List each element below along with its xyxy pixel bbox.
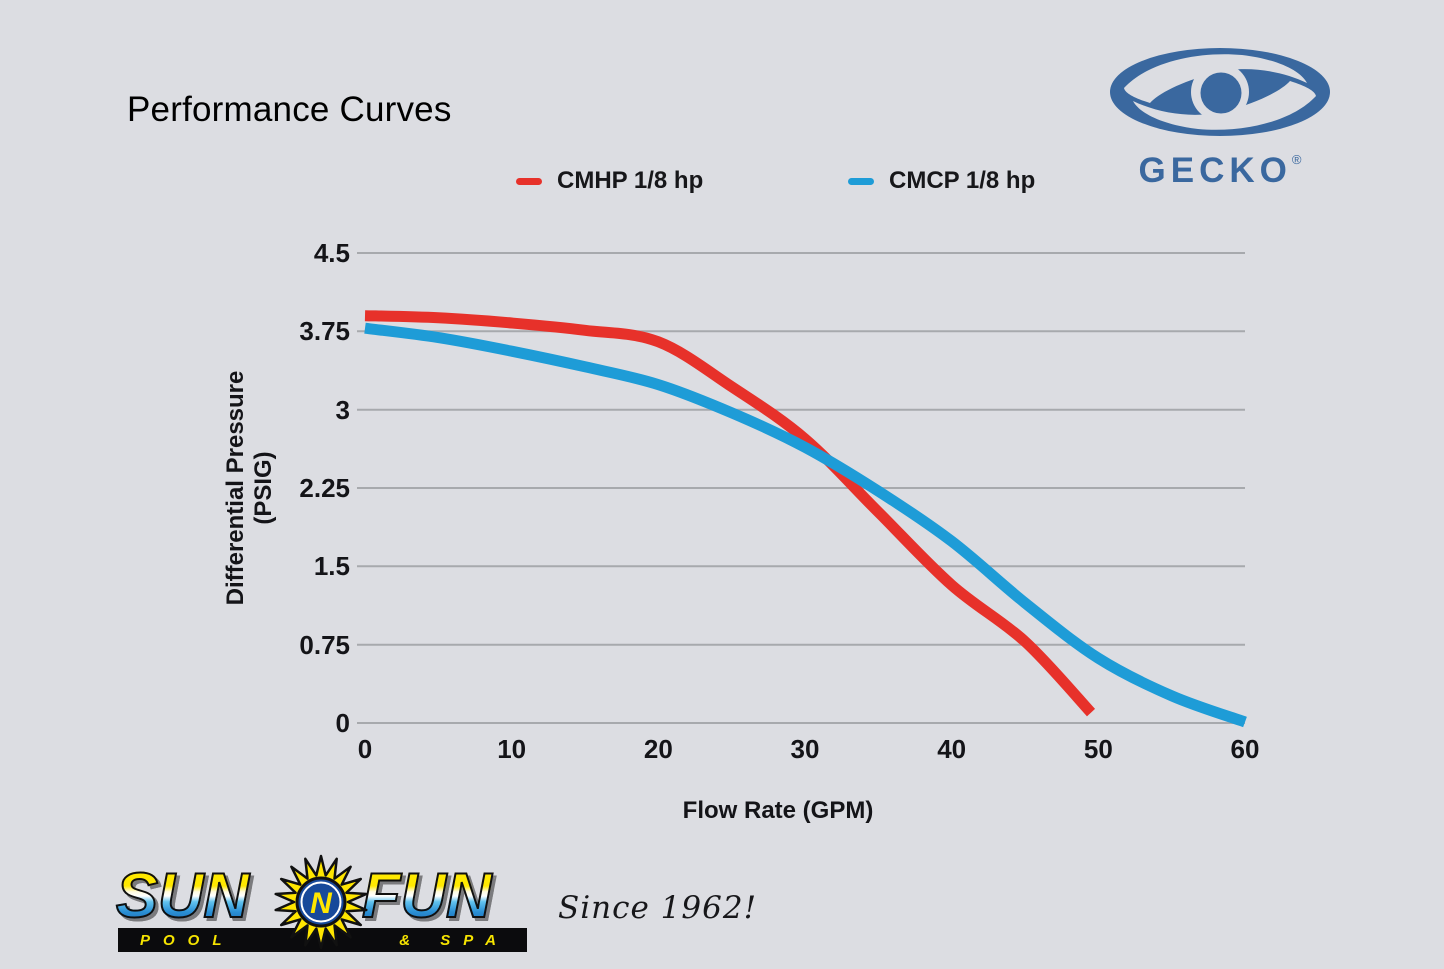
- y-tick-label-3.75: 3.75: [299, 316, 350, 347]
- x-tick-label-50: 50: [1083, 734, 1113, 764]
- registered-mark: ®: [1291, 152, 1302, 167]
- x-tick-label-60: 60: [1230, 734, 1260, 764]
- pool-label: POOL: [140, 931, 235, 949]
- x-tick-label-10: 10: [497, 734, 527, 764]
- sun-word: SUN: [115, 860, 250, 932]
- y-tick-label-3: 3: [335, 394, 350, 425]
- y-tick-label-2.25: 2.25: [299, 473, 350, 503]
- legend-label-cmhp: CMHP 1/8 hp: [557, 167, 704, 194]
- sunburst-icon: N: [274, 854, 368, 950]
- x-axis-title: Flow Rate (GPM): [682, 797, 874, 824]
- y-tick-label-4.5: 4.5: [313, 238, 350, 268]
- gecko-logo: GECKO®: [1108, 44, 1332, 191]
- curve-cmhp-1-8-hp: [364, 310, 1096, 717]
- pool-spa-bar: POOL & SPA: [118, 928, 527, 952]
- page-title: Performance Curves: [127, 90, 452, 129]
- sun-n-fun-logo: POOL & SPA SUN FUN N: [115, 854, 530, 958]
- legend-item-cmcp: CMCP 1/8 hp: [848, 163, 1035, 199]
- x-tick-label-30: 30: [790, 734, 820, 764]
- since-tagline: Since 1962!: [558, 890, 758, 926]
- y-axis-title: Differential Pressure (PSIG): [222, 370, 277, 606]
- legend-swatch-cmcp: [848, 177, 874, 185]
- curve-cmcp-1-8-hp: [364, 322, 1247, 728]
- y-tick-label-0.75: 0.75: [299, 629, 350, 660]
- y-tick-label-1.5: 1.5: [313, 551, 350, 582]
- sun-n-letter: N: [310, 887, 333, 920]
- legend-label-cmcp: CMCP 1/8 hp: [889, 167, 1036, 194]
- spa-label: & SPA: [399, 931, 509, 949]
- legend-swatch-cmhp: [516, 177, 542, 185]
- gecko-wordmark: GECKO®: [1138, 151, 1302, 190]
- x-tick-label-40: 40: [937, 734, 967, 764]
- gecko-eye-icon: [1110, 48, 1330, 136]
- fun-word: FUN: [361, 860, 492, 932]
- x-tick-label-20: 20: [643, 734, 673, 764]
- legend-item-cmhp: CMHP 1/8 hp: [516, 163, 703, 199]
- x-tick-label-0: 0: [357, 734, 373, 764]
- y-tick-label-0: 0: [335, 708, 350, 738]
